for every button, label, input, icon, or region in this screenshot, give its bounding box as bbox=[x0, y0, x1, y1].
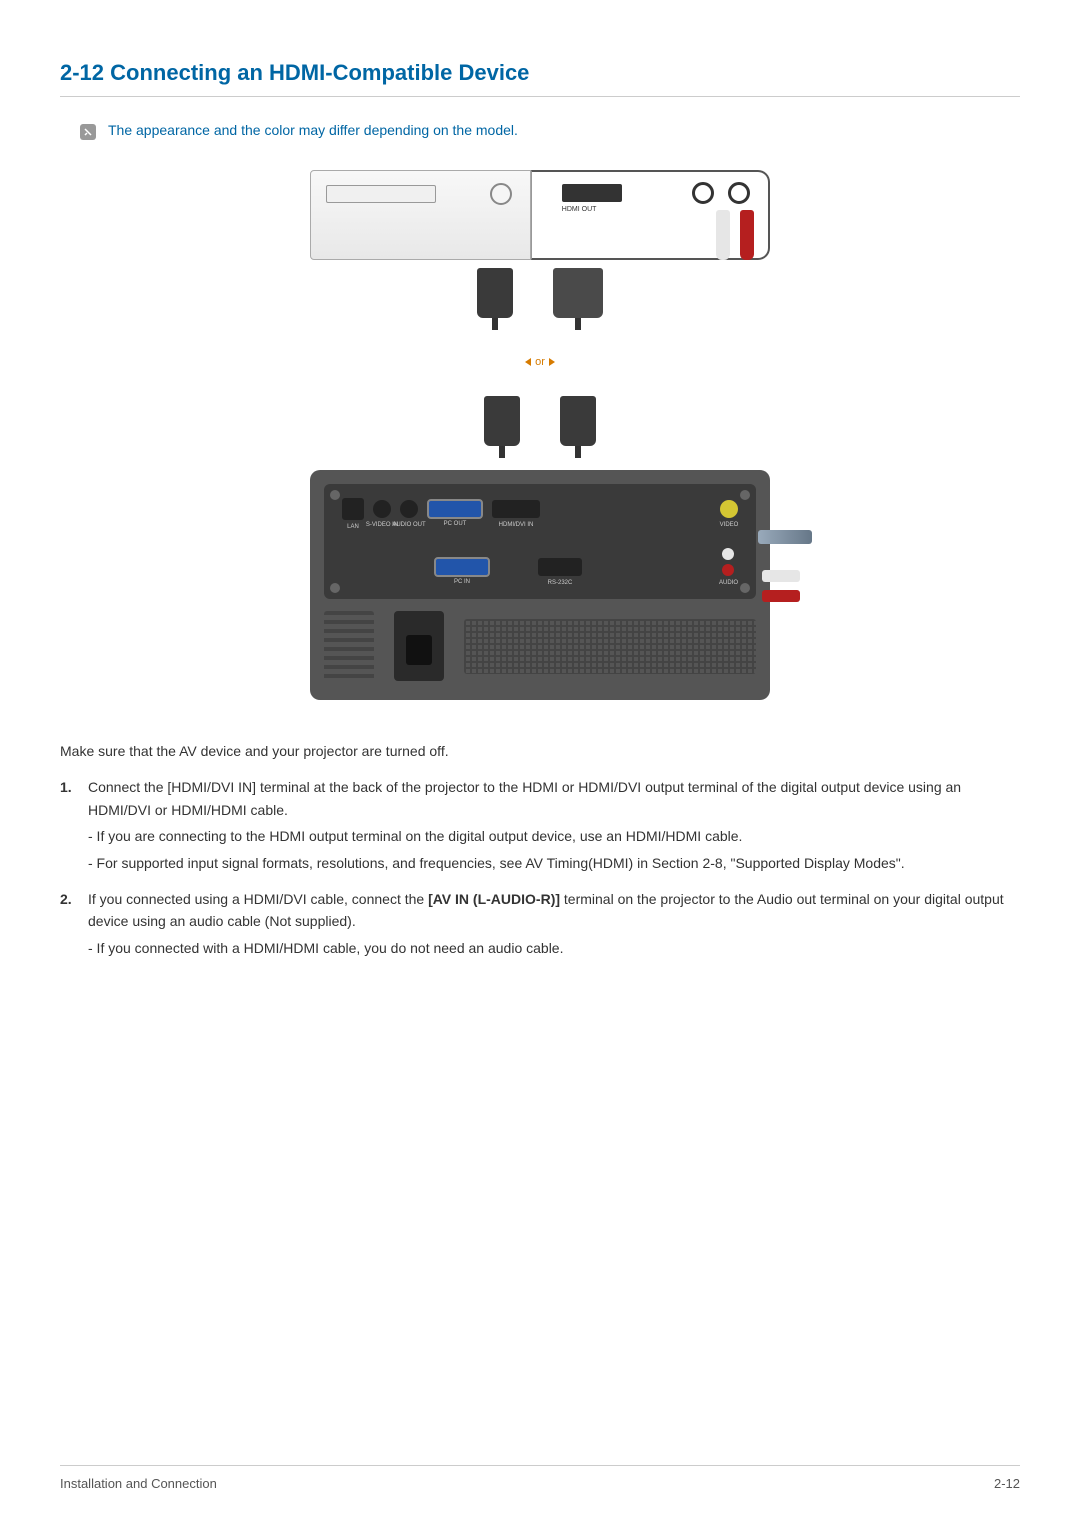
step-1-sub-2: - For supported input signal formats, re… bbox=[88, 852, 1020, 874]
power-port bbox=[394, 611, 444, 681]
connection-diagram: HDMI OUT or bbox=[60, 170, 1020, 700]
rca-plug-red bbox=[740, 210, 754, 260]
side-audio-jack bbox=[758, 530, 812, 544]
pc-in-port: PC IN bbox=[434, 557, 490, 577]
hdmi-connector-icon bbox=[484, 396, 520, 446]
step-1-main: Connect the [HDMI/DVI IN] terminal at th… bbox=[88, 779, 961, 817]
audio-l-port bbox=[722, 548, 734, 560]
rca-plug-white bbox=[716, 210, 730, 260]
page-footer: Installation and Connection 2-12 bbox=[60, 1465, 1020, 1491]
dvi-connector-icon bbox=[553, 268, 603, 318]
hdmi-out-port bbox=[562, 184, 622, 202]
audio-out-port: AUDIO OUT bbox=[400, 500, 418, 518]
hdmi-connector-icon bbox=[477, 268, 513, 318]
side-rca-red bbox=[762, 590, 800, 602]
rs232c-port: RS-232C bbox=[538, 558, 582, 576]
vent-icon bbox=[324, 611, 374, 681]
rca-jack-icon bbox=[692, 182, 714, 204]
video-port: VIDEO bbox=[720, 500, 738, 518]
top-connectors bbox=[310, 268, 770, 328]
step-2-bold: [AV IN (L-AUDIO-R)] bbox=[428, 891, 560, 907]
svideo-port: S-VIDEO IN bbox=[373, 500, 391, 518]
pc-out-port: PC OUT bbox=[427, 499, 483, 519]
hdmi-out-label: HDMI OUT bbox=[562, 206, 597, 213]
step-2-sub-1: - If you connected with a HDMI/HDMI cabl… bbox=[88, 937, 1020, 959]
hdmi-connector-icon bbox=[560, 396, 596, 446]
step-2: If you connected using a HDMI/DVI cable,… bbox=[60, 888, 1020, 959]
or-label: or bbox=[310, 356, 770, 368]
rca-jack-icon bbox=[728, 182, 750, 204]
note-text: The appearance and the color may differ … bbox=[108, 122, 518, 138]
note-row: The appearance and the color may differ … bbox=[80, 122, 1020, 140]
projector-rear: LAN S-VIDEO IN AUDIO OUT PC OUT HDMI/DVI… bbox=[310, 470, 770, 700]
footer-left: Installation and Connection bbox=[60, 1476, 217, 1491]
side-rca-white bbox=[762, 570, 800, 582]
note-icon bbox=[80, 124, 96, 140]
vent-grid-icon bbox=[464, 619, 756, 674]
hdmi-dvi-in-port: HDMI/DVI IN bbox=[492, 500, 540, 518]
step-2-prefix: If you connected using a HDMI/DVI cable,… bbox=[88, 891, 428, 907]
steps-list: Connect the [HDMI/DVI IN] terminal at th… bbox=[60, 776, 1020, 959]
intro-text: Make sure that the AV device and your pr… bbox=[60, 740, 1020, 762]
lan-port: LAN bbox=[342, 498, 364, 520]
step-1-sub-1: - If you are connecting to the HDMI outp… bbox=[88, 825, 1020, 847]
source-device: HDMI OUT bbox=[310, 170, 770, 260]
audio-r-port bbox=[722, 564, 734, 576]
bottom-connectors bbox=[310, 396, 770, 456]
footer-right: 2-12 bbox=[994, 1476, 1020, 1491]
section-heading: 2-12 Connecting an HDMI-Compatible Devic… bbox=[60, 60, 1020, 97]
step-1: Connect the [HDMI/DVI IN] terminal at th… bbox=[60, 776, 1020, 874]
